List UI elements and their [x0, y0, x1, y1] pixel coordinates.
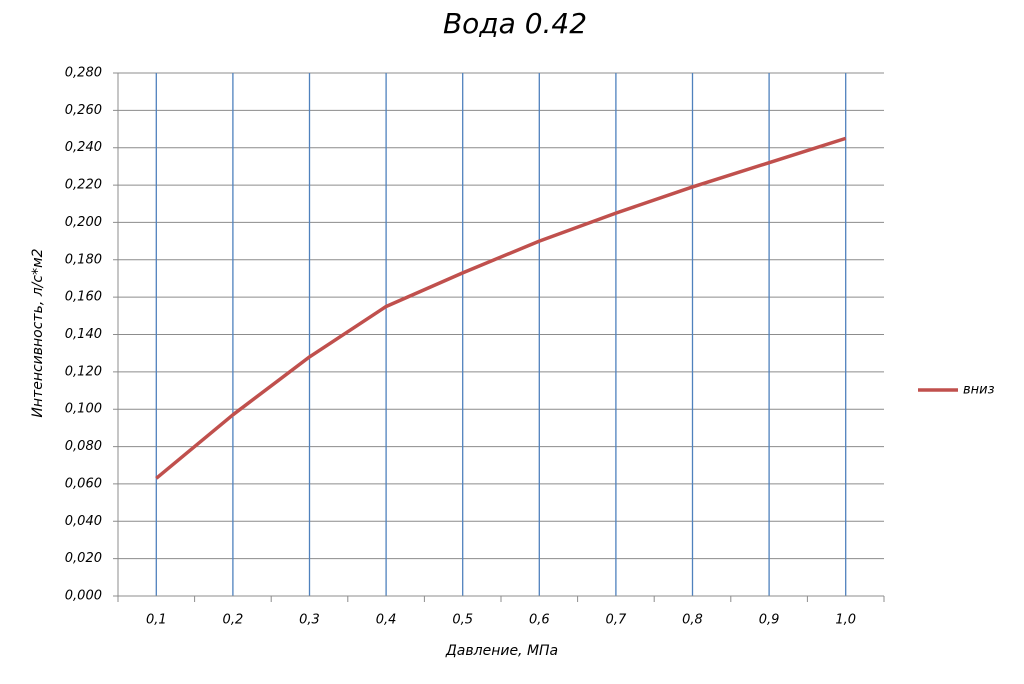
y-tick-label: 0,280 [65, 66, 102, 81]
y-tick-label: 0,060 [65, 476, 102, 491]
y-tick-label: 0,040 [65, 514, 102, 529]
y-tick-label: 0,100 [65, 402, 102, 417]
x-tick-label: 0,4 [376, 613, 397, 628]
x-tick-label: 0,8 [682, 613, 703, 628]
x-tick-label: 0,2 [223, 613, 244, 628]
x-tick-label: 0,6 [529, 613, 550, 628]
y-tick-label: 0,080 [65, 439, 102, 454]
chart-title: Вода 0.42 [443, 7, 587, 40]
y-tick-label: 0,160 [65, 290, 102, 305]
y-tick-label: 0,140 [65, 327, 102, 342]
y-tick-label: 0,120 [65, 364, 102, 379]
y-tick-label: 0,240 [65, 140, 102, 155]
x-tick-label: 0,7 [606, 613, 627, 628]
line-series [155, 136, 847, 480]
x-tick-label: 0,5 [452, 613, 473, 628]
y-tick-label: 0,200 [65, 215, 102, 230]
y-tick-label: 0,020 [65, 551, 102, 566]
y-tick-label: 0,180 [65, 252, 102, 267]
y-tick-label: 0,260 [65, 103, 102, 118]
x-tick-label: 0,1 [146, 613, 167, 628]
x-axis-label: Давление, МПа [445, 643, 558, 659]
legend-label: вниз [963, 383, 995, 398]
x-tick-label: 0,9 [759, 613, 780, 628]
x-tick-label: 0,3 [299, 613, 320, 628]
y-tick-label: 0,000 [65, 589, 102, 604]
y-axis-label: Интенсивность, л/с*м2 [30, 248, 46, 417]
y-tick-label: 0,220 [65, 178, 102, 193]
x-tick-label: 1,0 [835, 613, 856, 628]
